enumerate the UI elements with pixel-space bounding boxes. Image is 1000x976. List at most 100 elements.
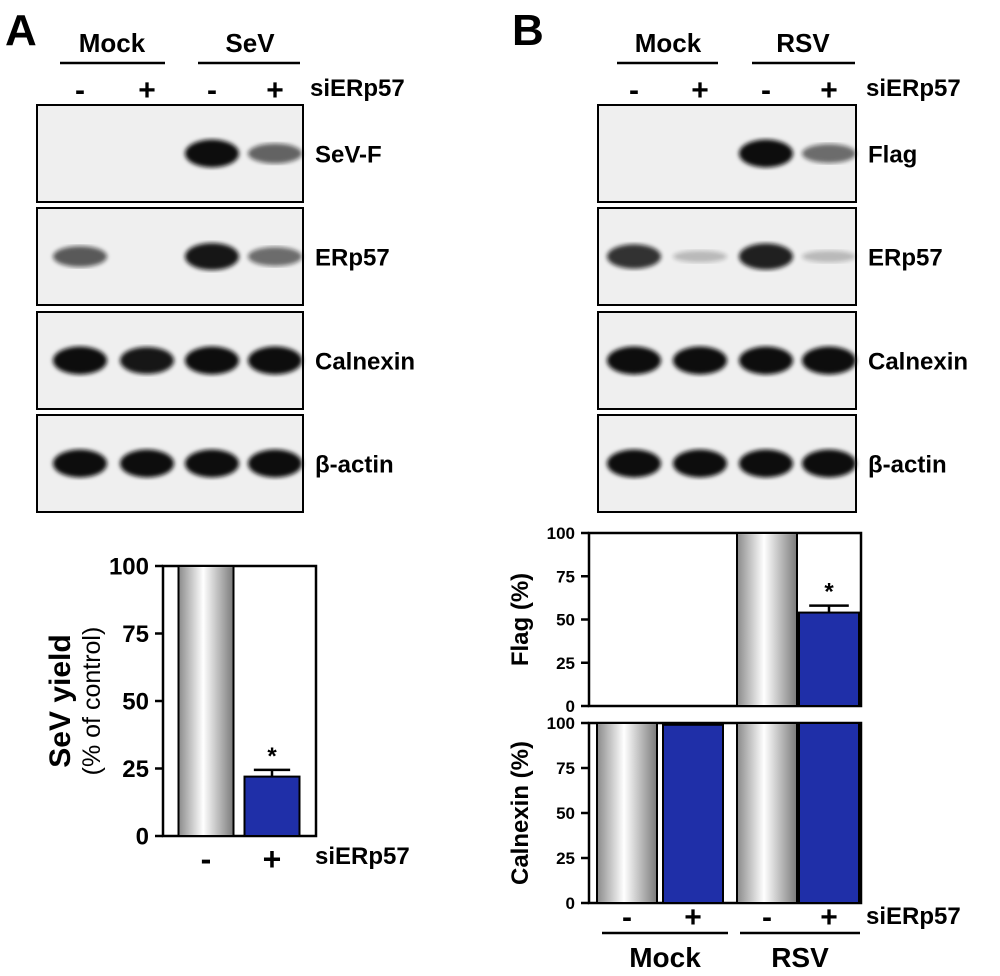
blot-band <box>185 346 239 375</box>
blot-band <box>802 144 856 163</box>
bar <box>177 565 235 837</box>
blot-band <box>185 242 239 271</box>
y-tick-label: 50 <box>556 804 575 823</box>
x-tick-label: + <box>263 841 282 877</box>
group-label-rsv: RSV <box>776 28 830 58</box>
y-axis-label: Flag (%) <box>507 573 534 666</box>
blot-label: Flag <box>868 142 917 169</box>
x-tick-label: + <box>684 901 702 934</box>
lane-sign: - <box>629 74 639 107</box>
y-axis-label: SeV yield <box>44 634 77 767</box>
x-tick-label: - <box>622 901 632 934</box>
bar <box>662 723 724 904</box>
group-label-mock-b: Mock <box>635 28 702 58</box>
panel-letter-b: B <box>512 6 544 55</box>
sev-yield-chart: 0 25 50 75 100 * SeV yield (% of control) - + siER… <box>44 554 410 877</box>
blot-band <box>739 346 793 375</box>
blot-band <box>673 449 727 478</box>
western-blots-a: SeV-F ERp57 Calnexin β-actin <box>36 104 415 513</box>
blot-label: Calnexin <box>868 349 968 376</box>
western-blots-b: Flag ERp57 Calnexin β-actin <box>597 104 968 513</box>
blot-band <box>739 243 793 270</box>
bar <box>736 722 798 904</box>
treatment-label-a: siERp57 <box>310 75 405 102</box>
x-tick-label: - <box>201 841 212 877</box>
y-tick-label: 75 <box>122 621 149 648</box>
lane-sign: - <box>75 74 85 107</box>
y-axis-label: Calnexin (%) <box>507 741 534 885</box>
blot-band <box>802 250 856 263</box>
treatment-label-b-bottom: siERp57 <box>866 903 961 930</box>
blot-band <box>739 139 793 168</box>
y-tick-label: 50 <box>556 611 575 630</box>
blot-band <box>120 346 174 375</box>
blot-label: β-actin <box>868 452 947 479</box>
lane-sign: - <box>761 74 771 107</box>
blot-band <box>53 246 107 267</box>
blot-band <box>248 143 302 164</box>
y-tick-label: 25 <box>556 849 575 868</box>
blot-band <box>53 449 107 478</box>
y-tick-label: 0 <box>566 697 575 716</box>
blot-band <box>120 449 174 478</box>
blot-band <box>802 346 856 375</box>
y-tick-label: 25 <box>556 654 575 673</box>
bar <box>243 775 301 837</box>
x-tick-label: - <box>762 901 772 934</box>
blot-label: Calnexin <box>315 349 415 376</box>
y-tick-label: 50 <box>122 689 149 716</box>
blot-label: SeV-F <box>315 142 382 169</box>
lane-sign: - <box>207 74 217 107</box>
y-tick-label: 75 <box>556 567 575 586</box>
x-tick-label: + <box>820 901 838 934</box>
significance-mark: * <box>824 579 834 606</box>
group-label-sev: SeV <box>225 28 275 58</box>
y-tick-label: 100 <box>547 524 575 543</box>
y-tick-label: 0 <box>136 824 149 851</box>
y-tick-label: 0 <box>566 894 575 913</box>
blot-band <box>248 346 302 375</box>
bar <box>798 611 860 708</box>
blot-band <box>607 346 661 375</box>
blot-band <box>607 244 661 269</box>
blot-label: ERp57 <box>315 245 390 272</box>
blot-band <box>185 449 239 478</box>
flag-chart: 0 25 50 75 100 * Flag (%) <box>507 524 863 716</box>
bar <box>736 532 798 707</box>
blot-band <box>802 449 856 478</box>
lane-sign: + <box>266 74 284 107</box>
blot-band <box>673 250 727 263</box>
panel-b: B Mock RSV - + - + siERp57 Flag ERp57 Calnexi… <box>507 6 968 973</box>
group-label-mock: Mock <box>79 28 146 58</box>
lane-sign: + <box>691 74 709 107</box>
calnexin-chart: 0 25 50 75 100 Calnexin (%) <box>507 714 863 913</box>
group-label-mock-b-bottom: Mock <box>629 942 701 973</box>
blot-band <box>248 247 302 266</box>
y-tick-label: 100 <box>109 554 149 581</box>
panel-letter-a: A <box>5 6 37 55</box>
blot-band <box>248 449 302 478</box>
lane-sign: + <box>820 74 838 107</box>
blot-band <box>53 346 107 375</box>
treatment-label-b: siERp57 <box>866 75 961 102</box>
blot-band <box>673 346 727 375</box>
y-tick-label: 100 <box>547 714 575 733</box>
blot-label: β-actin <box>315 452 394 479</box>
blot-band <box>739 449 793 478</box>
y-axis-sublabel: (% of control) <box>78 627 106 776</box>
blot-band <box>607 449 661 478</box>
y-tick-label: 75 <box>556 759 575 778</box>
lane-signs-b: - + - + <box>629 74 838 107</box>
y-tick-label: 25 <box>122 756 149 783</box>
lane-sign: + <box>138 74 156 107</box>
x-axis-label: siERp57 <box>315 843 410 870</box>
lane-signs-a: - + - + <box>75 74 284 107</box>
significance-mark: * <box>267 743 277 770</box>
blot-label: ERp57 <box>868 245 943 272</box>
panel-a: A Mock SeV - + - + siERp57 SeV-F ERp57 Calnex… <box>5 6 415 877</box>
blot-band <box>185 139 239 168</box>
bar <box>596 722 658 904</box>
bottom-lane-signs-b: - + - + <box>622 901 838 934</box>
bar <box>798 722 860 904</box>
